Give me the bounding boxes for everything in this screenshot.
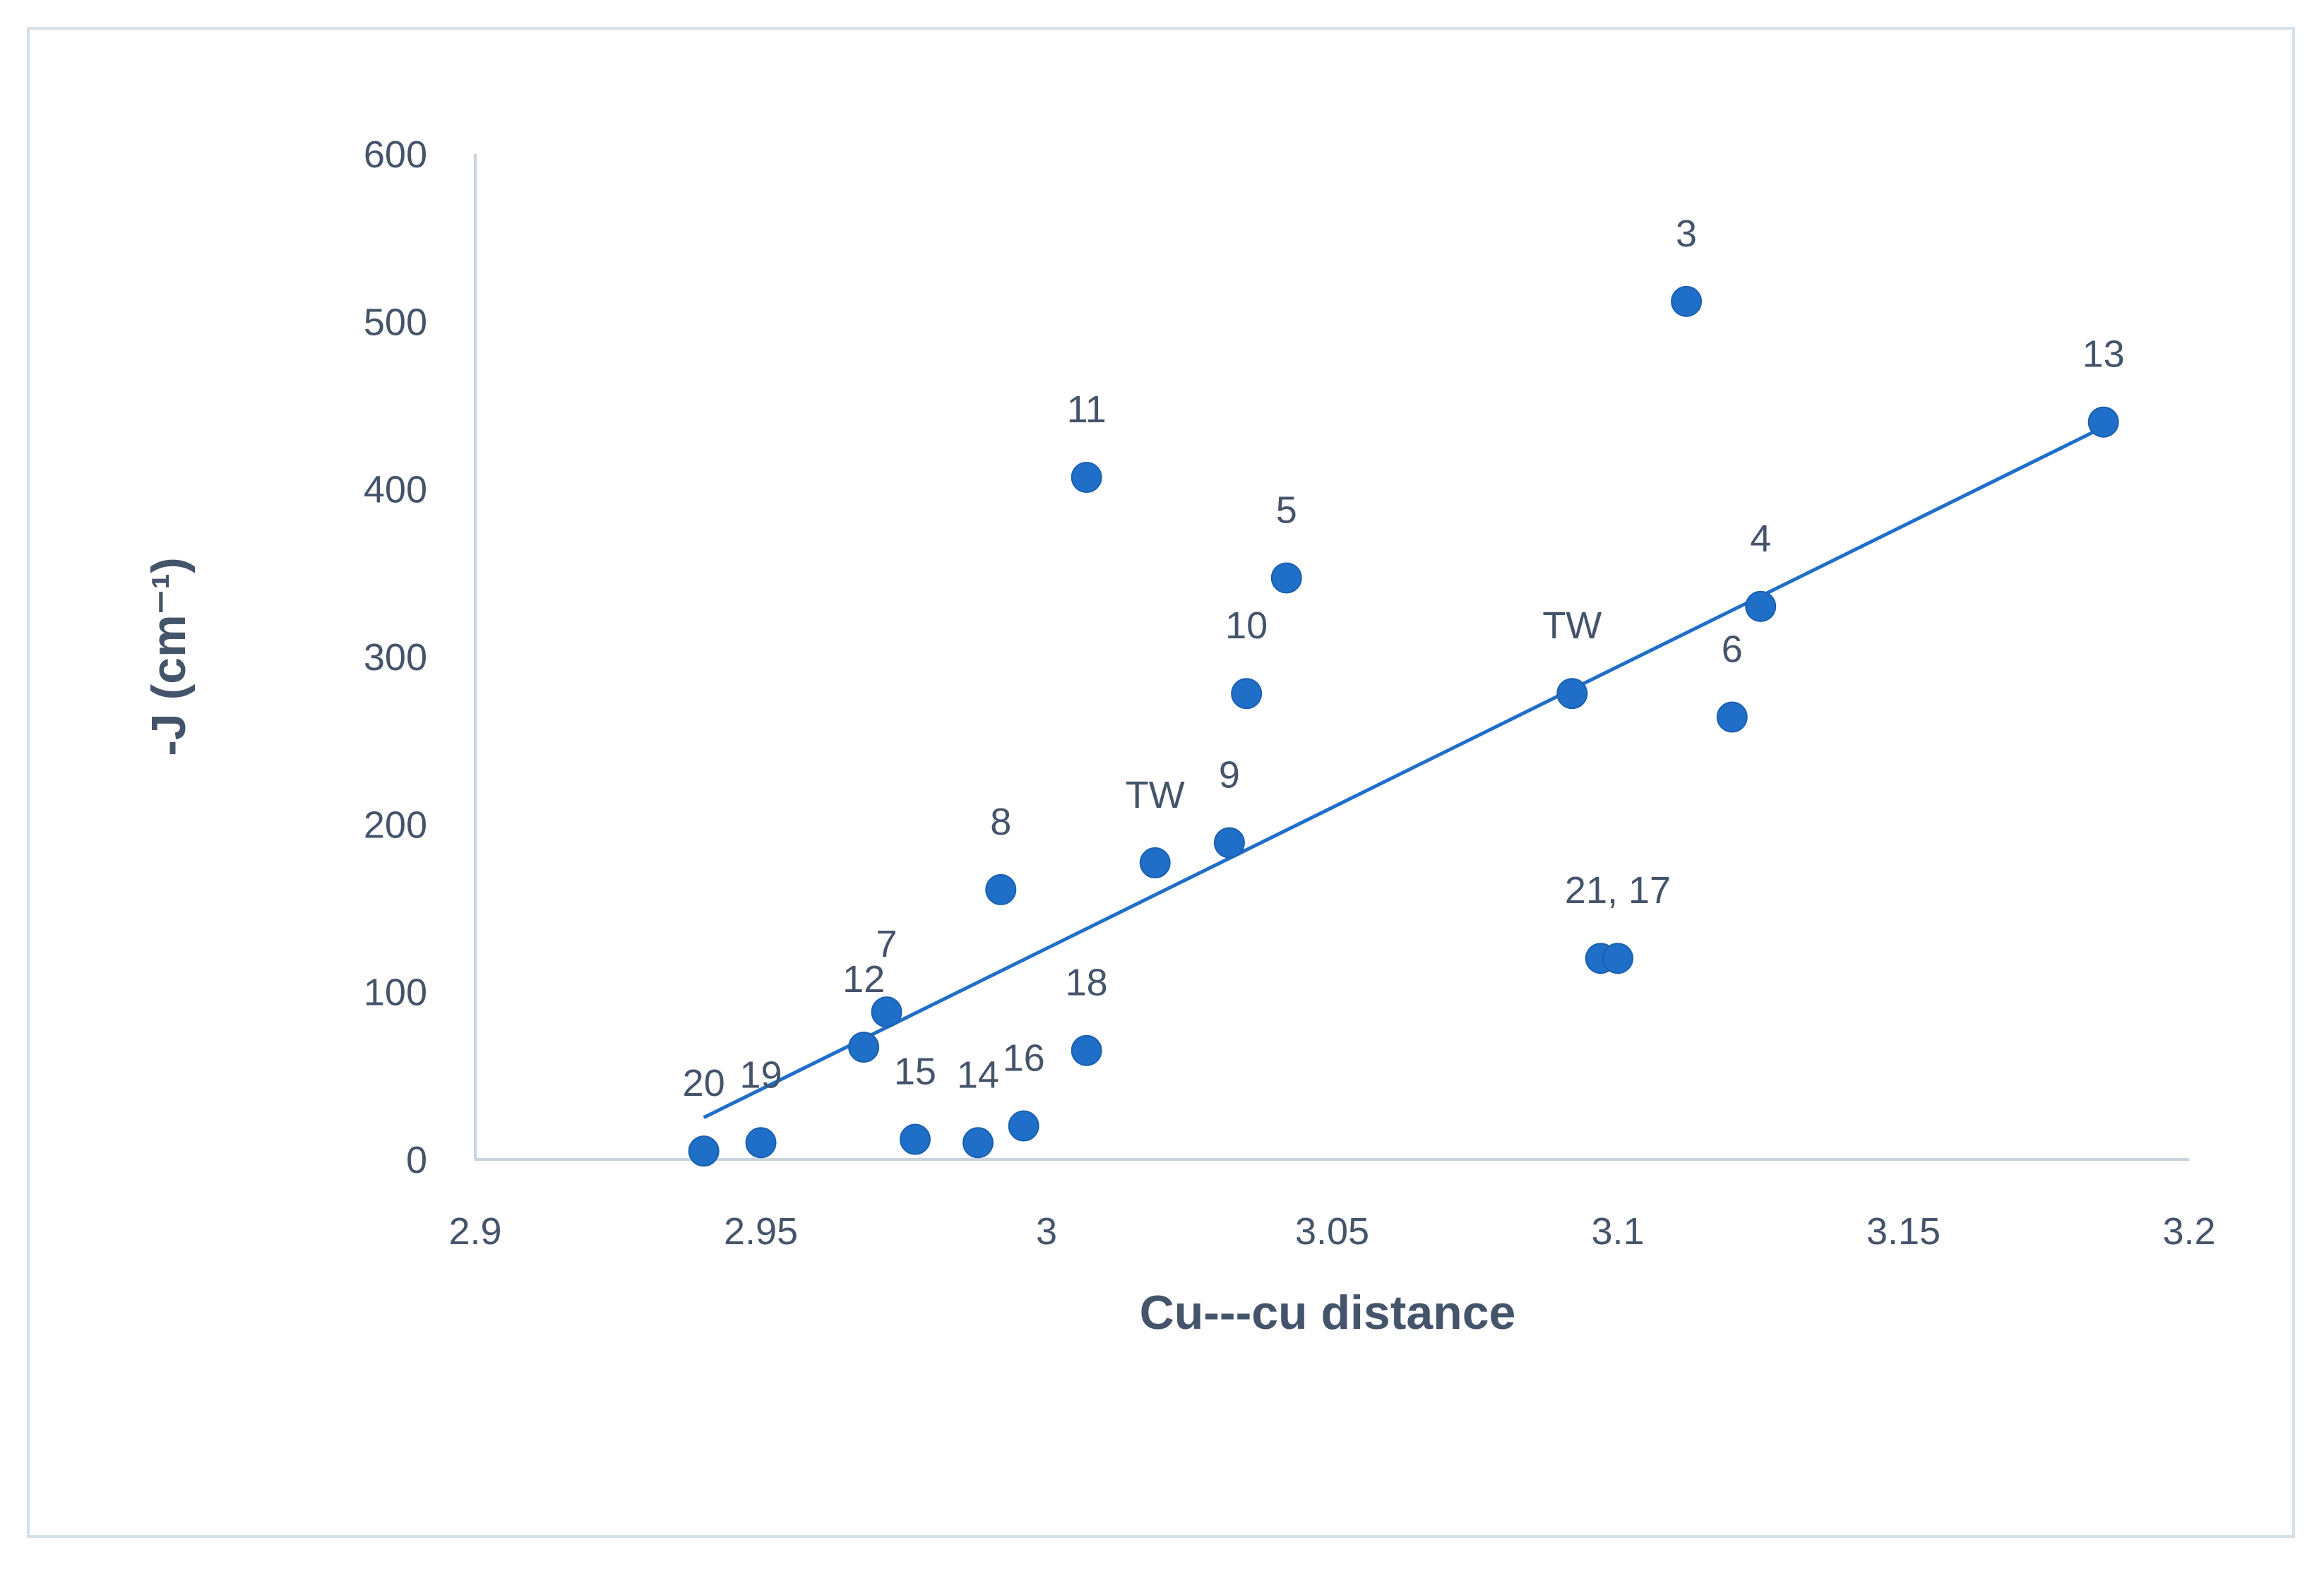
- x-tick-label: 3.05: [1295, 1210, 1369, 1253]
- y-tick-label: 400: [364, 469, 427, 511]
- x-tick-label: 3: [1036, 1210, 1057, 1253]
- data-point-label: 14: [957, 1054, 999, 1096]
- chart-frame: [27, 27, 2295, 1538]
- trendline-group: [703, 425, 2104, 1119]
- y-tick-label: 600: [364, 133, 427, 176]
- y-tick-label: 200: [364, 804, 427, 846]
- data-points: [688, 285, 2119, 1167]
- x-tick-label: 3.1: [1591, 1210, 1644, 1253]
- x-tick-label: 3.15: [1866, 1210, 1941, 1253]
- data-point-label: 5: [1276, 489, 1297, 531]
- data-point: [1139, 847, 1171, 878]
- data-point-label: 6: [1722, 628, 1743, 670]
- x-tick-label: 2.95: [724, 1210, 798, 1253]
- data-point-label: 9: [1219, 753, 1240, 796]
- data-point-label: 21, 17: [1565, 869, 1671, 912]
- data-point: [745, 1127, 777, 1159]
- chart-axes: [474, 154, 2189, 1161]
- data-point-label: 7: [876, 923, 897, 965]
- y-tick-label: 500: [364, 301, 427, 343]
- data-point: [1071, 1034, 1102, 1066]
- data-point-label: 20: [683, 1062, 725, 1104]
- data-point-label: 15: [894, 1051, 936, 1093]
- data-point: [985, 873, 1017, 905]
- data-point-label: TW: [1542, 604, 1602, 647]
- data-point-label: 12: [842, 958, 885, 1001]
- data-point: [1602, 943, 1633, 974]
- data-point: [1671, 285, 1703, 317]
- data-point-label: 16: [1003, 1037, 1045, 1080]
- data-point-label: 13: [2082, 333, 2125, 376]
- data-point-label: TW: [1126, 774, 1185, 816]
- x-axis-title: Cu---cu distance: [1140, 1286, 1516, 1340]
- data-point: [848, 1031, 880, 1063]
- data-point: [899, 1123, 931, 1155]
- data-point: [1745, 590, 1777, 622]
- x-tick-labels: 2.9 2.95 3 3.05 3.1 3.15 3.2: [448, 1210, 2215, 1253]
- y-tick-labels: 0 100 200 300 400 500 600: [364, 133, 427, 1181]
- data-point: [962, 1127, 994, 1159]
- y-tick-label: 0: [406, 1139, 427, 1181]
- data-point-label: 8: [990, 801, 1011, 843]
- y-tick-label: 100: [364, 972, 427, 1014]
- data-point: [688, 1135, 720, 1167]
- data-point-label: 18: [1066, 962, 1108, 1004]
- data-point: [1008, 1110, 1039, 1142]
- x-tick-label: 3.2: [2162, 1210, 2215, 1253]
- data-point: [1071, 462, 1102, 494]
- data-point: [1213, 827, 1245, 859]
- y-axis-title: -J (cm⁻¹): [142, 557, 196, 756]
- x-tick-label: 2.9: [448, 1210, 501, 1253]
- data-point-label: 10: [1225, 604, 1268, 647]
- data-point: [871, 996, 902, 1028]
- data-point: [1270, 562, 1302, 594]
- y-tick-label: 300: [364, 636, 427, 679]
- data-point-label: 3: [1676, 213, 1697, 255]
- data-point: [1556, 678, 1588, 710]
- data-point-labels: 20 19 127 15 14 8 16 11 18 TW 9 10 5 TW 21, 17 3 6 4 13: [683, 213, 2125, 1104]
- data-point: [1716, 701, 1748, 733]
- trendline: [703, 425, 2104, 1119]
- data-point-label: 4: [1750, 518, 1771, 560]
- data-point-label: 11: [1067, 388, 1107, 431]
- data-point: [2087, 406, 2119, 438]
- data-point: [1231, 678, 1263, 710]
- data-point-label: 19: [739, 1054, 782, 1096]
